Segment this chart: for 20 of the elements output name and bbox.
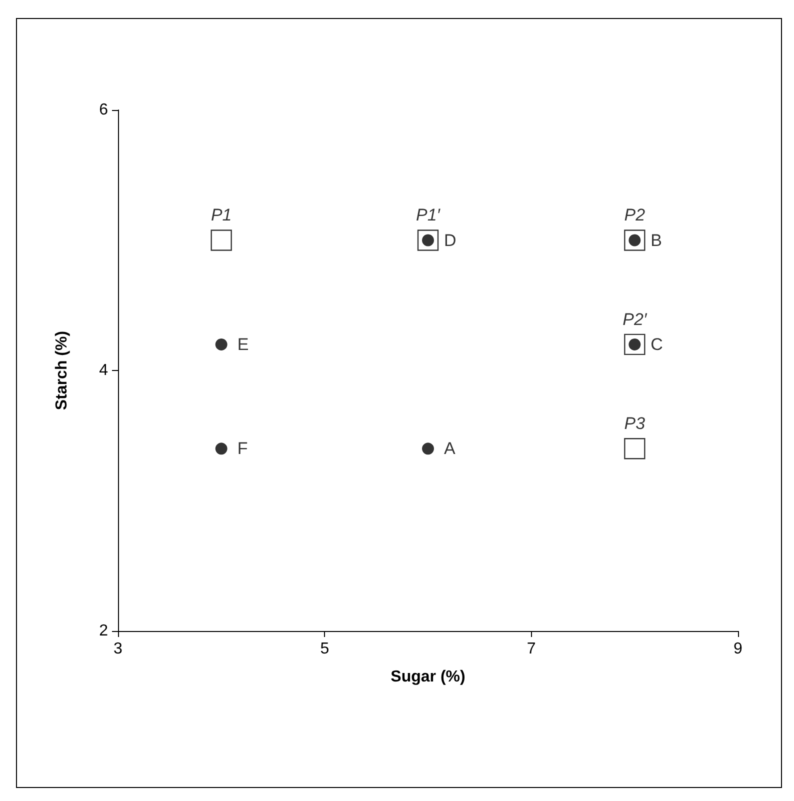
- data-label: P3: [624, 414, 646, 434]
- y-axis-title: Starch (%): [54, 330, 70, 410]
- data-label: P1′: [416, 206, 441, 225]
- y-tick-label: 2: [99, 622, 108, 640]
- data-label: C: [650, 334, 663, 354]
- x-tick-label: 9: [734, 640, 743, 658]
- data-label: E: [237, 334, 249, 354]
- data-label: B: [650, 230, 662, 250]
- y-tick-label: 4: [99, 362, 108, 379]
- x-tick-label: 5: [320, 640, 330, 658]
- x-tick-label: 3: [114, 640, 123, 658]
- x-axis-title: Sugar (%): [390, 668, 466, 686]
- x-tick-label: 7: [526, 640, 536, 658]
- data-label: P1: [210, 206, 232, 225]
- data-label: D: [444, 230, 456, 250]
- data-label: P2′: [622, 310, 648, 329]
- data-label: F: [237, 439, 248, 458]
- data-label: P2: [624, 206, 646, 225]
- y-tick-label: 6: [99, 102, 108, 118]
- data-label: A: [444, 439, 456, 458]
